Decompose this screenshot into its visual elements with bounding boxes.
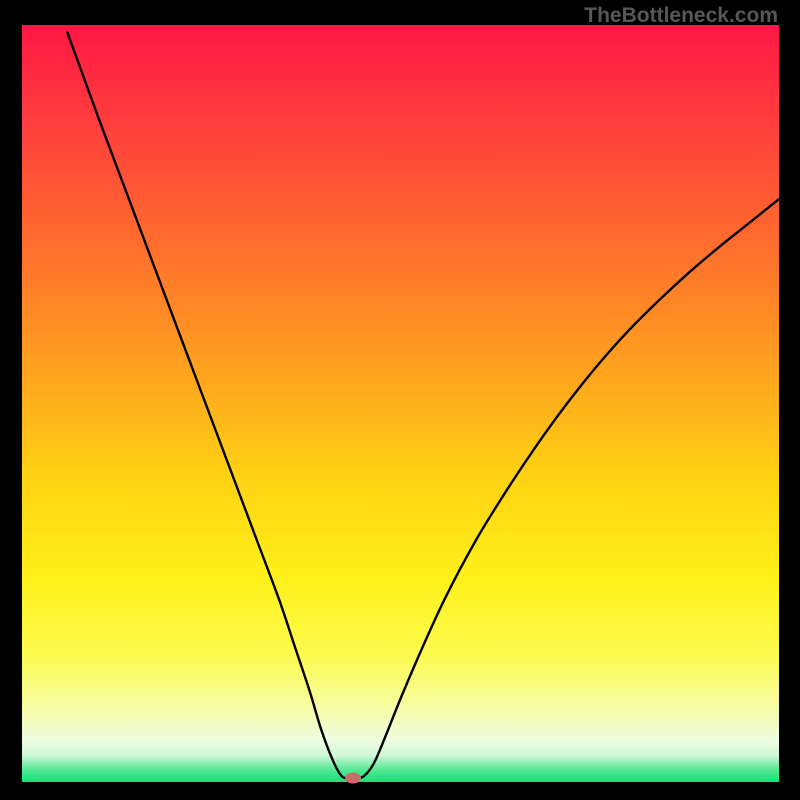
bottleneck-curve: [67, 33, 779, 779]
watermark-text: TheBottleneck.com: [584, 4, 778, 28]
minimum-marker: [345, 773, 361, 784]
curve-svg: [22, 25, 779, 782]
chart-container: TheBottleneck.com: [0, 0, 800, 800]
plot-area: [22, 25, 779, 782]
